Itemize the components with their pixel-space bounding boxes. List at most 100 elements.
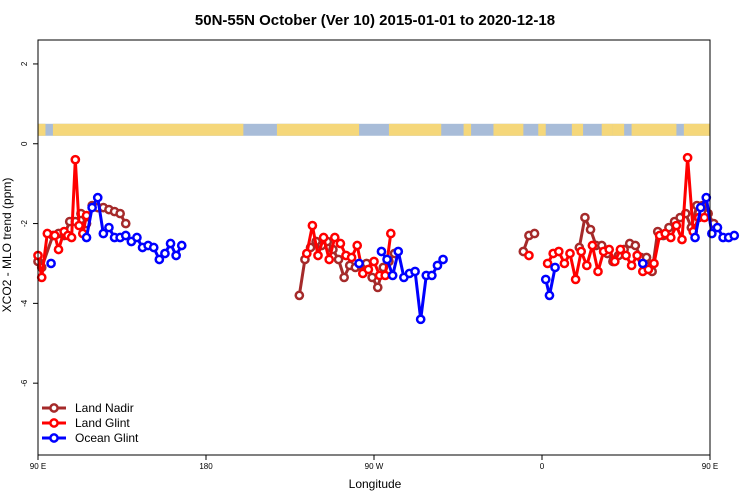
data-point bbox=[649, 258, 659, 269]
data-point bbox=[367, 272, 377, 283]
data-point bbox=[176, 240, 187, 251]
land-segment bbox=[38, 123, 46, 136]
legend-item: Land Nadir bbox=[42, 401, 134, 415]
legend-swatch-marker bbox=[49, 418, 59, 428]
land-segment bbox=[683, 123, 710, 136]
data-point bbox=[581, 260, 592, 271]
x-tick-label: 90 E bbox=[30, 462, 46, 471]
land-segment bbox=[612, 123, 625, 136]
y-tick-label: 2 bbox=[20, 61, 29, 66]
data-point bbox=[695, 202, 706, 213]
data-point bbox=[339, 272, 349, 283]
data-point bbox=[301, 248, 312, 259]
data-point bbox=[324, 254, 335, 265]
land-segment bbox=[538, 123, 546, 136]
data-point bbox=[626, 260, 637, 271]
data-point bbox=[432, 260, 443, 271]
data-point bbox=[171, 250, 181, 261]
data-point bbox=[352, 240, 363, 251]
data-point bbox=[427, 270, 437, 281]
data-point bbox=[632, 250, 643, 261]
data-point bbox=[154, 254, 165, 265]
data-point bbox=[587, 240, 598, 251]
data-point bbox=[382, 254, 392, 265]
data-point bbox=[120, 218, 131, 229]
data-point bbox=[81, 232, 92, 243]
series-ocean-glint bbox=[46, 192, 740, 325]
data-point bbox=[354, 258, 364, 269]
data-point bbox=[415, 314, 426, 325]
data-point bbox=[346, 252, 357, 263]
x-tick-label: 90 E bbox=[702, 462, 718, 471]
ocean-strip bbox=[38, 123, 710, 136]
data-point bbox=[70, 154, 81, 165]
series-land-nadir bbox=[33, 200, 719, 301]
data-point bbox=[369, 256, 379, 267]
data-point bbox=[690, 232, 700, 243]
legend-swatch-marker bbox=[49, 403, 59, 413]
data-point bbox=[98, 228, 109, 239]
y-tick-label: -2 bbox=[20, 219, 29, 227]
x-tick-label: 0 bbox=[540, 462, 545, 471]
land-ocean-mask bbox=[38, 123, 710, 136]
y-tick-label: -4 bbox=[20, 299, 29, 307]
land-segment bbox=[52, 123, 244, 136]
data-point bbox=[609, 256, 620, 267]
data-point bbox=[387, 270, 398, 281]
data-point bbox=[329, 232, 340, 243]
data-point bbox=[699, 212, 710, 223]
data-point bbox=[529, 228, 540, 239]
data-point bbox=[372, 282, 383, 293]
data-point bbox=[307, 220, 318, 231]
data-point bbox=[643, 264, 654, 275]
data-point bbox=[393, 246, 404, 257]
data-point bbox=[677, 234, 687, 245]
data-point bbox=[540, 274, 551, 285]
data-point bbox=[333, 254, 344, 265]
x-tick-label: 180 bbox=[199, 462, 213, 471]
data-point bbox=[148, 242, 159, 253]
data-point bbox=[570, 274, 581, 285]
data-point bbox=[132, 232, 142, 243]
data-point bbox=[66, 232, 77, 243]
legend-label: Land Nadir bbox=[75, 401, 134, 415]
data-point bbox=[621, 250, 631, 261]
data-point bbox=[87, 202, 97, 213]
data-point bbox=[580, 212, 590, 223]
data-point bbox=[104, 222, 114, 233]
data-point bbox=[49, 230, 60, 241]
legend-item: Land Glint bbox=[42, 416, 130, 430]
legend-label: Land Glint bbox=[75, 416, 130, 430]
data-point bbox=[313, 250, 323, 261]
land-segment bbox=[463, 123, 472, 136]
data-point bbox=[294, 290, 305, 301]
data-point bbox=[363, 264, 374, 275]
legend-item: Ocean Glint bbox=[42, 431, 139, 445]
data-point bbox=[630, 240, 641, 251]
land-segment bbox=[493, 123, 524, 136]
data-point bbox=[576, 246, 587, 257]
data-point bbox=[553, 246, 564, 257]
data-point bbox=[335, 238, 346, 249]
data-point bbox=[120, 230, 131, 241]
series-land-glint bbox=[33, 152, 710, 285]
data-point bbox=[385, 228, 396, 239]
x-axis: 90 E 180 90 W 0 90 E bbox=[30, 455, 718, 471]
data-point bbox=[665, 232, 676, 243]
data-point bbox=[115, 208, 125, 219]
land-segment bbox=[276, 123, 360, 136]
data-point bbox=[544, 290, 555, 301]
data-point bbox=[615, 244, 626, 255]
x-tick-label: 90 W bbox=[365, 462, 384, 471]
data-point bbox=[729, 230, 740, 241]
data-point bbox=[604, 244, 615, 255]
land-segment bbox=[571, 123, 584, 136]
data-point bbox=[46, 258, 56, 269]
data-point bbox=[74, 220, 84, 231]
land-segment bbox=[388, 123, 442, 136]
data-point bbox=[637, 258, 648, 269]
data-point bbox=[376, 246, 387, 257]
data-point bbox=[165, 238, 176, 249]
